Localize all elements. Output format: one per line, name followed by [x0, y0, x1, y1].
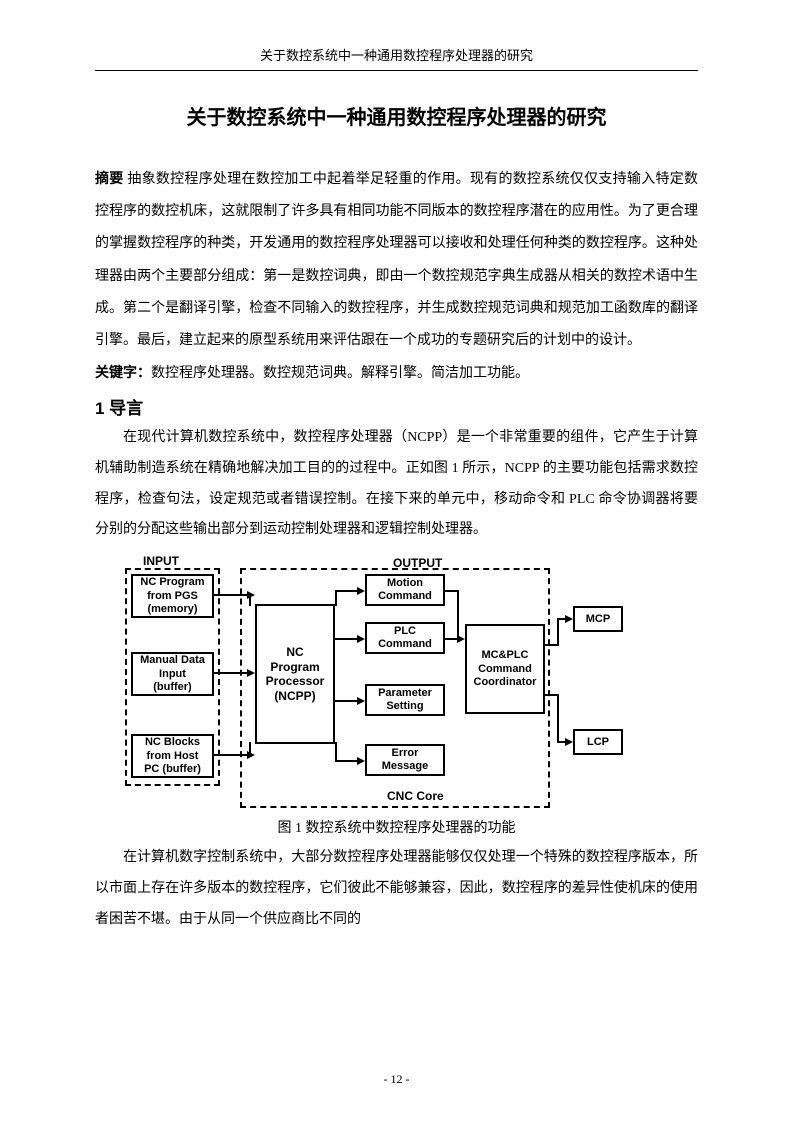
output-box-plc: PLCCommand [365, 622, 445, 654]
output-box-motion: MotionCommand [365, 574, 445, 606]
abstract-text: 抽象数控程序处理在数控加工中起着举足轻重的作用。现有的数控系统仅仅支持输入特定数… [95, 172, 698, 348]
arrow [457, 590, 459, 638]
paper-title: 关于数控系统中一种通用数控程序处理器的研究 [95, 101, 698, 130]
keywords-text: 数控程序处理器。数控规范词典。解释引擎。简洁加工功能。 [151, 366, 529, 381]
arrow [557, 618, 559, 646]
arrow [445, 638, 459, 640]
arrow [335, 638, 359, 640]
input-box-2: Manual DataInput(buffer) [131, 652, 214, 696]
arrow [214, 672, 249, 674]
arrow-head-icon [357, 697, 365, 705]
keywords-block: 关键字：数控程序处理器。数控规范词典。解释引擎。简洁加工功能。 [95, 357, 698, 390]
arrow-head-icon [247, 669, 255, 677]
input-label: INPUT [143, 554, 179, 568]
abstract-label: 摘要 [95, 170, 124, 186]
arrow [557, 694, 559, 742]
coordinator-box: MC&PLCCommandCoordinator [465, 624, 545, 714]
output-box-param: ParameterSetting [365, 684, 445, 716]
lcp-box: LCP [573, 729, 623, 755]
input-box-3: NC Blocksfrom HostPC (buffer) [131, 734, 214, 778]
section-1-para-1: 在现代计算机数控系统中，数控程序处理器（NCPP）是一个非常重要的组件，它产生于… [95, 423, 698, 546]
output-box-error: ErrorMessage [365, 744, 445, 776]
page-number: - 12 - [0, 1072, 793, 1087]
section-1-para-2: 在计算机数字控制系统中，大部分数控程序处理器能够仅仅处理一个特殊的数控程序版本，… [95, 843, 698, 935]
arrow [335, 590, 359, 592]
arrow-head-icon [357, 635, 365, 643]
figure-1-caption: 图 1 数控系统中数控程序处理器的功能 [95, 817, 698, 837]
arrow-head-icon [565, 738, 573, 746]
diagram: INPUT OUTPUT CNC Core NC Programfrom PGS… [125, 554, 645, 809]
running-header: 关于数控系统中一种通用数控程序处理器的研究 [95, 45, 698, 71]
ncpp-box: NCProgramProcessor(NCPP) [255, 604, 335, 744]
arrow [335, 742, 337, 760]
arrow [335, 760, 359, 762]
arrow-head-icon [357, 757, 365, 765]
keywords-label: 关键字： [95, 364, 151, 380]
input-box-1: NC Programfrom PGS(memory) [131, 574, 214, 618]
abstract-block: 摘要 抽象数控程序处理在数控加工中起着举足轻重的作用。现有的数控系统仅仅支持输入… [95, 162, 698, 357]
arrow [249, 594, 251, 606]
figure-1: INPUT OUTPUT CNC Core NC Programfrom PGS… [125, 554, 698, 809]
arrow [335, 590, 337, 606]
arrow-head-icon [247, 751, 255, 759]
arrow [214, 594, 249, 596]
arrow-head-icon [357, 587, 365, 595]
section-1-heading: 1 导言 [95, 394, 698, 419]
arrow-head-icon [565, 615, 573, 623]
arrow [214, 754, 249, 756]
mcp-box: MCP [573, 606, 623, 632]
arrow [335, 700, 359, 702]
